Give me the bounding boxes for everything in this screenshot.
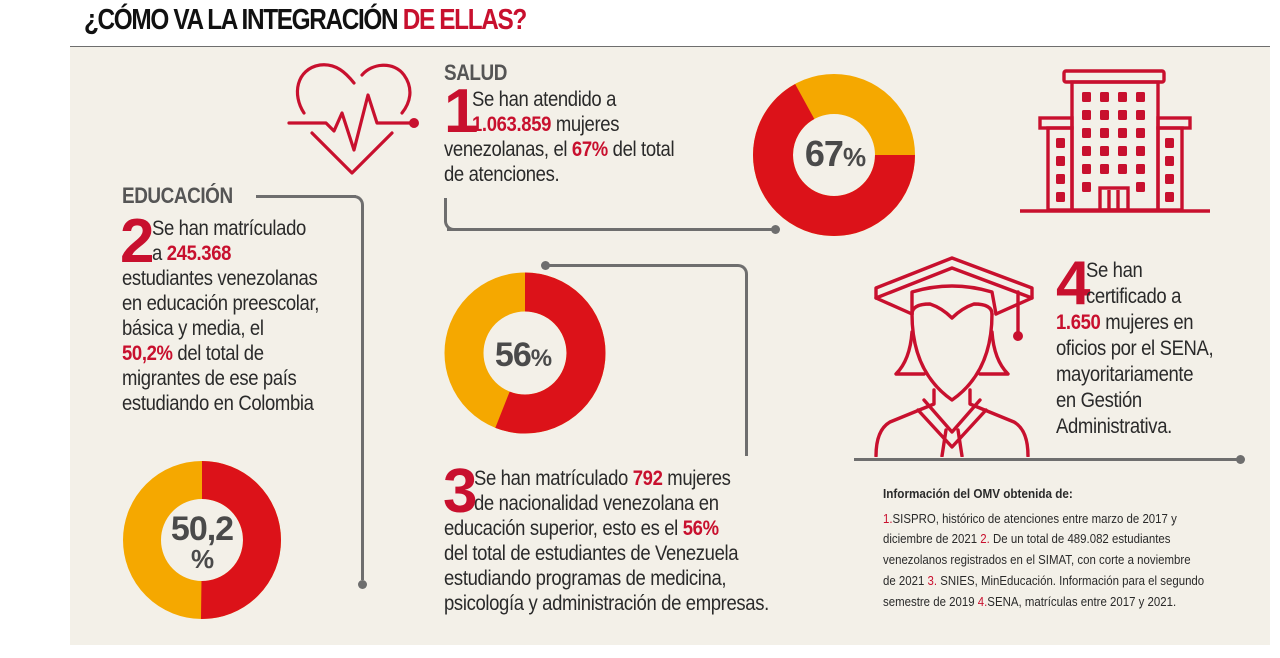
- sources-line-3: venezolanos registrados en el SIMAT, con…: [883, 552, 1191, 567]
- connector-corner: [444, 220, 456, 231]
- sena-number: 4: [1056, 249, 1091, 318]
- connector-line: [361, 205, 364, 580]
- superior-line-3: educación superior, esto es el 56%: [444, 517, 719, 540]
- donut-chart-salud: [753, 74, 915, 236]
- educacion-line-2: a 245.368: [152, 242, 232, 265]
- sources-title: Información del OMV obtenida de:: [883, 486, 1073, 501]
- superior-number: 3: [443, 457, 478, 526]
- educacion-line-3: estudiantes venezolanas: [122, 267, 318, 290]
- right-margin: [1270, 46, 1280, 644]
- educacion-line-6: 50,2% del total de: [122, 342, 264, 365]
- educacion-line-5: básica y media, el: [122, 317, 264, 340]
- educacion-line-4: en educación preescolar,: [122, 292, 320, 315]
- connector-dot: [541, 261, 550, 270]
- connector-dot: [1236, 455, 1245, 464]
- page-title: ¿CÓMO VA LA INTEGRACIÓN DE ELLAS?: [84, 4, 528, 37]
- sena-line-3: 1.650 mujeres en: [1056, 311, 1194, 334]
- sena-line-2: certificado a: [1086, 285, 1182, 308]
- salud-number: 1: [444, 77, 479, 146]
- sources-line-2: diciembre de 2021 2. De un total de 489.…: [883, 531, 1171, 546]
- superior-line-2: de nacionalidad venezolana en: [474, 492, 719, 515]
- superior-line-1: Se han matrículado 792 mujeres: [474, 467, 731, 490]
- salud-line-4: de atenciones.: [444, 163, 560, 186]
- sources-line-4: de 2021 3. SNIES, MinEducación. Informac…: [883, 573, 1205, 588]
- educacion-heading: EDUCACIÓN: [122, 183, 233, 208]
- salud-line-3: venezolanas, el 67% del total: [444, 138, 675, 161]
- building-icon: [1020, 69, 1210, 213]
- donut-chart-educacion: [123, 461, 281, 619]
- donut-label-educacion: 50,2%: [170, 510, 234, 574]
- sena-line-5: mayoritariamente: [1056, 363, 1194, 386]
- connector-line: [256, 195, 356, 198]
- sources-line-1: 1.SISPRO, histórico de atenciones entre …: [883, 511, 1177, 526]
- sena-line-6: en Gestión: [1056, 389, 1142, 412]
- connector-line: [548, 264, 738, 267]
- educacion-line-7: migrantes de ese país: [122, 367, 297, 390]
- title-main: ¿CÓMO VA LA INTEGRACIÓN: [84, 4, 403, 36]
- salud-line-1: Se han atendido a: [472, 88, 617, 111]
- donut-chart-superior: [444, 272, 606, 434]
- title-accent: DE ELLAS?: [402, 4, 528, 36]
- connector-corner: [350, 195, 364, 209]
- connector-line: [854, 458, 1238, 461]
- educacion-number: 2: [120, 207, 155, 276]
- superior-line-4: del total de estudiantes de Venezuela: [444, 542, 739, 565]
- educacion-line-8: estudiando en Colombia: [122, 392, 314, 415]
- sena-line-1: Se han: [1086, 259, 1143, 282]
- connector-line: [745, 276, 748, 456]
- connector-dot: [771, 225, 780, 234]
- female-graduate-icon: [874, 256, 1034, 457]
- connector-dot: [358, 580, 367, 589]
- sena-line-4: oficios por el SENA,: [1056, 337, 1214, 360]
- salud-heading: SALUD: [444, 60, 508, 85]
- connector-corner: [734, 264, 748, 278]
- salud-line-2: 1.063.859 mujeres: [472, 113, 620, 136]
- connector-line: [444, 198, 447, 224]
- superior-line-5: estudiando programas de medicina,: [444, 567, 727, 590]
- heartbeat-icon: [287, 63, 419, 175]
- sources-line-5: semestre de 2019 4.SENA, matrículas entr…: [883, 594, 1177, 609]
- educacion-line-1: Se han matrículado: [152, 217, 306, 240]
- connector-line: [447, 228, 775, 231]
- donut-label-salud: 67%: [804, 133, 866, 174]
- sena-line-7: Administrativa.: [1056, 415, 1172, 438]
- superior-line-6: psicología y administración de empresas.: [444, 592, 769, 615]
- donut-label-superior: 56%: [494, 336, 552, 374]
